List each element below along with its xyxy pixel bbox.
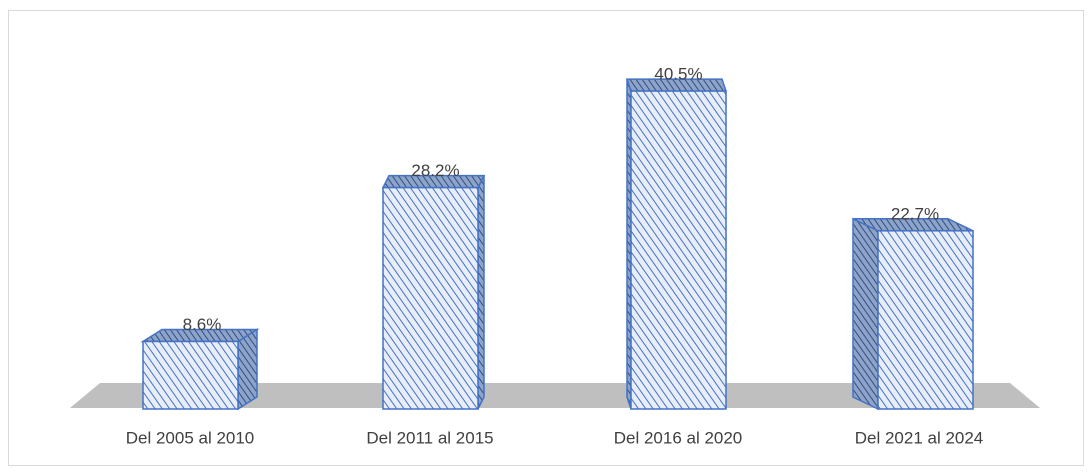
x-tick-label: Del 2021 al 2024 [855,428,984,447]
data-label: 40.5% [654,65,702,84]
bar [140,328,260,411]
x-tick-label: Del 2016 al 2020 [614,428,743,447]
bar-side [237,328,258,411]
data-label: 22.7% [891,204,939,223]
bars [140,78,974,411]
data-label: 8.6% [183,315,222,334]
bar [381,174,486,410]
bar-side [477,175,485,410]
data-label: 28.2% [411,161,459,180]
bar-front [382,186,479,410]
bar-side [852,217,879,411]
x-tick-label: Del 2011 al 2015 [366,428,493,447]
bar-front [142,340,239,410]
bar-front [877,230,974,410]
bar-front [630,90,727,410]
bar [625,78,728,410]
x-tick-label: Del 2005 al 2010 [126,428,255,447]
bar [852,217,974,411]
floor [70,383,1040,408]
